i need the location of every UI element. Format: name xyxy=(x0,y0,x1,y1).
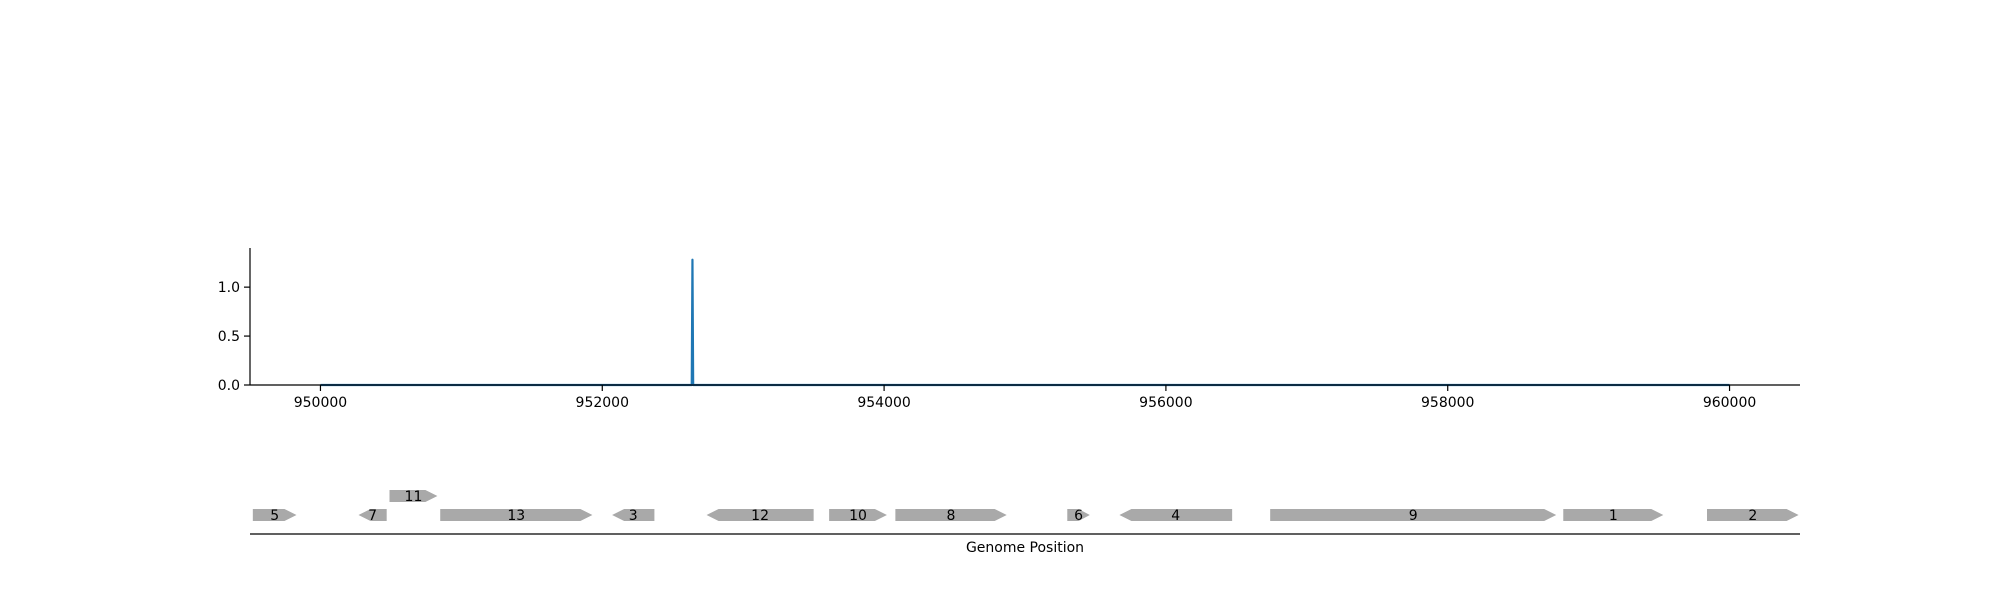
gene-feature-label: 2 xyxy=(1748,508,1757,524)
gene-feature-label: 7 xyxy=(368,508,377,524)
coverage-plot: 950000 952000 954000 956000 958000 960000 0.0… xyxy=(218,248,1800,411)
gene-feature-arrow xyxy=(1119,509,1233,521)
gene-feature-arrow xyxy=(706,509,814,521)
y-tick-label: 1.0 xyxy=(218,280,240,296)
gene-feature-arrow xyxy=(895,509,1007,521)
gene-feature-label: 3 xyxy=(629,508,638,524)
x-tick-label: 954000 xyxy=(857,395,910,411)
gene-feature-label: 1 xyxy=(1609,508,1618,524)
gene-feature-label: 6 xyxy=(1074,508,1083,524)
gene-feature-arrow xyxy=(1270,509,1557,521)
gene-feature-label: 12 xyxy=(751,508,769,524)
x-tick-label: 960000 xyxy=(1703,395,1756,411)
gene-feature-arrow xyxy=(440,509,593,521)
y-tick-label: 0.5 xyxy=(218,329,240,345)
gene-feature-arrow xyxy=(1563,509,1664,521)
x-tick-label: 950000 xyxy=(294,395,347,411)
gene-feature-arrow xyxy=(389,490,438,502)
x-axis-label: Genome Position xyxy=(966,540,1084,556)
gene-feature-arrow xyxy=(612,509,655,521)
x-axis-ticks: 950000 952000 954000 956000 958000 960000 xyxy=(294,385,1756,411)
gene-feature-label: 13 xyxy=(507,508,525,524)
gene-feature-label: 4 xyxy=(1171,508,1180,524)
gene-feature-label: 8 xyxy=(947,508,956,524)
gene-feature-label: 10 xyxy=(849,508,867,524)
gene-feature-arrow xyxy=(829,509,887,521)
gene-feature-label: 5 xyxy=(270,508,279,524)
gene-feature-arrow xyxy=(1707,509,1799,521)
gene-feature-arrow xyxy=(1067,509,1090,521)
x-tick-label: 958000 xyxy=(1421,395,1474,411)
coverage-series-layer xyxy=(320,258,1730,387)
x-tick-label: 952000 xyxy=(576,395,629,411)
y-axis-ticks: 0.0 0.5 1.0 xyxy=(218,280,250,394)
gene-feature-arrow xyxy=(252,509,297,521)
gene-feature-arrow xyxy=(358,509,387,521)
coverage-line-0 xyxy=(320,258,1730,387)
gene-feature-label: 11 xyxy=(405,489,423,505)
y-tick-label: 0.0 xyxy=(218,378,240,394)
x-tick-label: 956000 xyxy=(1139,395,1192,411)
gene-feature-label: 9 xyxy=(1409,508,1418,524)
